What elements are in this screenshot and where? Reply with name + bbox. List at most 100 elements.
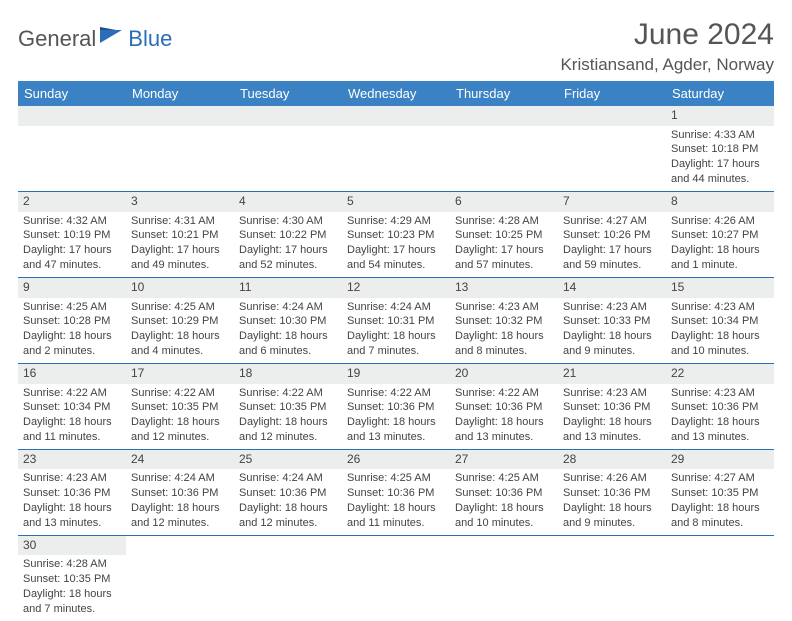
day-number: 3 [126,192,234,212]
daylight-text: Daylight: 18 hours and 13 minutes. [455,415,553,445]
sunrise-text: Sunrise: 4:23 AM [563,300,661,315]
daylight-text: Daylight: 17 hours and 44 minutes. [671,157,769,187]
sunset-text: Sunset: 10:18 PM [671,142,769,157]
sunrise-text: Sunrise: 4:27 AM [563,214,661,229]
calendar-day-cell: 8Sunrise: 4:26 AMSunset: 10:27 PMDayligh… [666,191,774,277]
day-number: 29 [666,450,774,470]
calendar-week-row: 1Sunrise: 4:33 AMSunset: 10:18 PMDayligh… [18,106,774,191]
logo: General Blue [18,18,172,52]
daylight-text: Daylight: 18 hours and 12 minutes. [131,501,229,531]
calendar-day-cell [126,535,234,620]
day-number: 28 [558,450,666,470]
daylight-text: Daylight: 18 hours and 6 minutes. [239,329,337,359]
sunset-text: Sunset: 10:36 PM [347,400,445,415]
calendar-day-cell: 7Sunrise: 4:27 AMSunset: 10:26 PMDayligh… [558,191,666,277]
day-number: 8 [666,192,774,212]
calendar-week-row: 30Sunrise: 4:28 AMSunset: 10:35 PMDaylig… [18,535,774,620]
day-number: 4 [234,192,342,212]
sunrise-text: Sunrise: 4:22 AM [131,386,229,401]
logo-text-general: General [18,26,96,52]
day-details: Sunrise: 4:25 AMSunset: 10:36 PMDaylight… [450,469,558,534]
day-number [450,106,558,126]
day-details: Sunrise: 4:23 AMSunset: 10:32 PMDaylight… [450,298,558,363]
daylight-text: Daylight: 18 hours and 9 minutes. [563,501,661,531]
daylight-text: Daylight: 17 hours and 57 minutes. [455,243,553,273]
sunrise-text: Sunrise: 4:25 AM [131,300,229,315]
day-details: Sunrise: 4:23 AMSunset: 10:34 PMDaylight… [666,298,774,363]
daylight-text: Daylight: 18 hours and 7 minutes. [347,329,445,359]
sunrise-text: Sunrise: 4:23 AM [671,386,769,401]
sunrise-text: Sunrise: 4:24 AM [347,300,445,315]
day-number: 24 [126,450,234,470]
sunrise-text: Sunrise: 4:28 AM [23,557,121,572]
logo-text-blue: Blue [128,26,172,52]
day-number: 10 [126,278,234,298]
calendar-week-row: 16Sunrise: 4:22 AMSunset: 10:34 PMDaylig… [18,363,774,449]
day-details: Sunrise: 4:23 AMSunset: 10:36 PMDaylight… [18,469,126,534]
sunset-text: Sunset: 10:23 PM [347,228,445,243]
day-number [450,536,558,556]
calendar-day-cell: 21Sunrise: 4:23 AMSunset: 10:36 PMDaylig… [558,363,666,449]
sunset-text: Sunset: 10:25 PM [455,228,553,243]
calendar-day-cell [126,106,234,191]
day-header: Saturday [666,81,774,106]
sunrise-text: Sunrise: 4:29 AM [347,214,445,229]
day-details: Sunrise: 4:24 AMSunset: 10:36 PMDaylight… [234,469,342,534]
title-block: June 2024 Kristiansand, Agder, Norway [560,18,774,75]
sunrise-text: Sunrise: 4:22 AM [347,386,445,401]
sunrise-text: Sunrise: 4:26 AM [671,214,769,229]
sunset-text: Sunset: 10:31 PM [347,314,445,329]
sunset-text: Sunset: 10:36 PM [671,400,769,415]
daylight-text: Daylight: 18 hours and 4 minutes. [131,329,229,359]
day-details: Sunrise: 4:22 AMSunset: 10:36 PMDaylight… [342,384,450,449]
daylight-text: Daylight: 17 hours and 52 minutes. [239,243,337,273]
sunset-text: Sunset: 10:27 PM [671,228,769,243]
calendar-day-cell: 17Sunrise: 4:22 AMSunset: 10:35 PMDaylig… [126,363,234,449]
day-number: 14 [558,278,666,298]
day-number: 17 [126,364,234,384]
daylight-text: Daylight: 18 hours and 1 minute. [671,243,769,273]
calendar-day-cell: 10 Sunrise: 4:25 AMSunset: 10:29 PMDaylig… [126,277,234,363]
day-header-row: Sunday Monday Tuesday Wednesday Thursday… [18,81,774,106]
sunset-text: Sunset: 10:35 PM [23,572,121,587]
daylight-text: Daylight: 17 hours and 47 minutes. [23,243,121,273]
sunset-text: Sunset: 10:36 PM [455,400,553,415]
sunset-text: Sunset: 10:28 PM [23,314,121,329]
day-number: 20 [450,364,558,384]
day-header: Wednesday [342,81,450,106]
day-number [234,536,342,556]
day-details: Sunrise: 4:26 AMSunset: 10:27 PMDaylight… [666,212,774,277]
sunset-text: Sunset: 10:29 PM [131,314,229,329]
calendar-day-cell: 29Sunrise: 4:27 AMSunset: 10:35 PMDaylig… [666,449,774,535]
sunrise-text: Sunrise: 4:23 AM [563,386,661,401]
daylight-text: Daylight: 18 hours and 11 minutes. [23,415,121,445]
day-number: 25 [234,450,342,470]
sunset-text: Sunset: 10:33 PM [563,314,661,329]
sunrise-text: Sunrise: 4:31 AM [131,214,229,229]
day-number [234,106,342,126]
calendar-day-cell [342,106,450,191]
sunrise-text: Sunrise: 4:24 AM [239,471,337,486]
day-details: Sunrise: 4:24 AMSunset: 10:31 PMDaylight… [342,298,450,363]
day-header: Tuesday [234,81,342,106]
day-number [126,536,234,556]
day-number [342,106,450,126]
daylight-text: Daylight: 18 hours and 7 minutes. [23,587,121,617]
sunset-text: Sunset: 10:36 PM [131,486,229,501]
day-number [666,536,774,556]
daylight-text: Daylight: 18 hours and 2 minutes. [23,329,121,359]
day-details: Sunrise: 4:24 AMSunset: 10:36 PMDaylight… [126,469,234,534]
sunrise-text: Sunrise: 4:24 AM [239,300,337,315]
calendar-day-cell [342,535,450,620]
daylight-text: Daylight: 18 hours and 13 minutes. [671,415,769,445]
calendar-week-row: 23Sunrise: 4:23 AMSunset: 10:36 PMDaylig… [18,449,774,535]
daylight-text: Daylight: 18 hours and 12 minutes. [239,415,337,445]
day-number [558,536,666,556]
calendar-day-cell [450,106,558,191]
calendar-day-cell: 25Sunrise: 4:24 AMSunset: 10:36 PMDaylig… [234,449,342,535]
day-number [18,106,126,126]
sunrise-text: Sunrise: 4:25 AM [23,300,121,315]
daylight-text: Daylight: 18 hours and 10 minutes. [671,329,769,359]
day-number [342,536,450,556]
day-number: 16 [18,364,126,384]
